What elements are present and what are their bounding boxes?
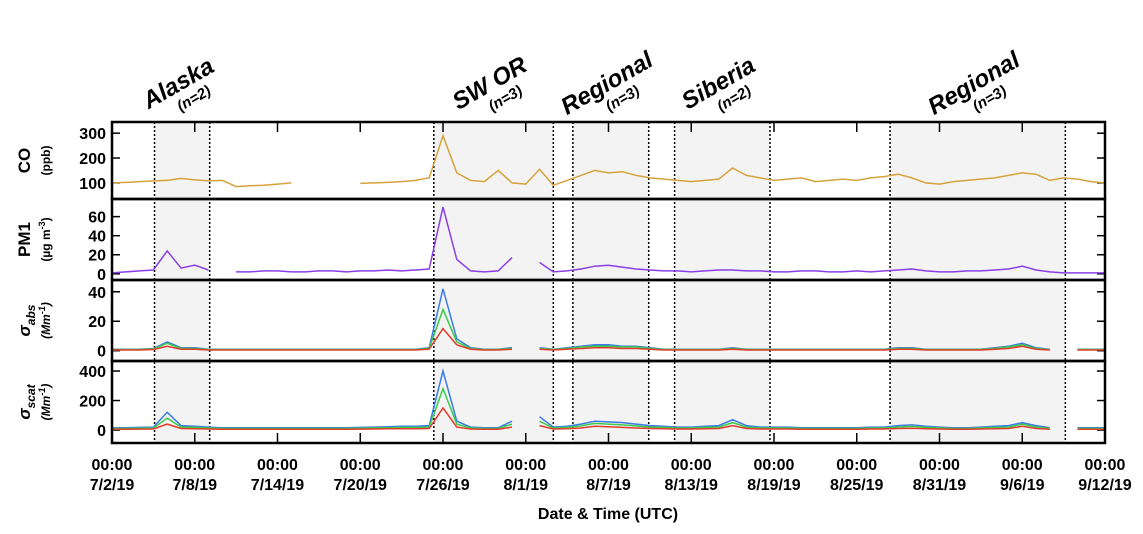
x-tick-label: 00:00 (423, 457, 464, 474)
y-axis-label-sub: scat (24, 383, 38, 408)
x-tick-label: 00:00 (754, 457, 795, 474)
x-tick-label: 00:00 (1002, 457, 1043, 474)
x-tick-label: 00:00 (671, 457, 712, 474)
y-tick-label: 400 (79, 364, 106, 381)
event-label: Alaska(n=2) (137, 52, 218, 115)
x-tick-label: 00:00 (919, 457, 960, 474)
x-tick-label: 00:00 (174, 457, 215, 474)
y-axis-unit-main: (Mm (39, 395, 53, 420)
y-axis-unit: (Mm-1) (37, 384, 53, 421)
event-label: SW OR(n=3) (448, 51, 533, 115)
y-tick-label: 40 (88, 229, 106, 246)
y-tick-label: 200 (79, 394, 106, 411)
x-tick-label: 9/6/19 (1000, 477, 1045, 494)
x-tick-label: 00:00 (92, 457, 133, 474)
x-tick-label: 7/26/19 (416, 477, 469, 494)
x-tick-label: 00:00 (340, 457, 381, 474)
x-tick-label: 8/31/19 (913, 477, 966, 494)
x-tick-label: 7/2/19 (90, 477, 135, 494)
y-axis-unit-sup: -1 (37, 388, 47, 396)
data-line (112, 327, 1105, 351)
x-tick-label: 00:00 (836, 457, 877, 474)
x-axis-title: Date & Time (UTC) (538, 506, 678, 523)
data-line (112, 386, 1105, 430)
y-axis-label: CO (15, 148, 34, 174)
x-tick-label: 8/7/19 (586, 477, 631, 494)
y-axis-unit-main: (ppb) (39, 146, 53, 176)
y-axis-label-main: σ (15, 324, 34, 336)
event-shade (572, 122, 649, 443)
x-tick-label: 00:00 (588, 457, 629, 474)
y-axis-label-main: σ (15, 408, 34, 420)
event-shade (890, 122, 1066, 443)
y-axis-unit-main: (Mm (39, 314, 53, 339)
x-tick-label: 8/1/19 (504, 477, 549, 494)
y-tick-label: 0 (97, 344, 106, 361)
data-line (112, 406, 1105, 431)
y-axis-unit: (ppb) (39, 146, 53, 176)
y-axis-unit: (Mm-1) (37, 302, 53, 339)
x-tick-label: 7/8/19 (173, 477, 218, 494)
y-axis-label: σabs (15, 304, 38, 336)
y-tick-label: 40 (88, 285, 106, 302)
y-tick-label: 100 (79, 176, 106, 193)
event-shade (154, 122, 210, 443)
y-tick-label: 20 (88, 314, 106, 331)
y-tick-label: 60 (88, 210, 106, 227)
y-axis-unit: (µg m-3) (37, 217, 53, 261)
data-line (111, 206, 1105, 274)
x-tick-label: 8/25/19 (830, 477, 883, 494)
y-axis-label: σscat (15, 383, 38, 419)
y-tick-label: 300 (79, 126, 106, 143)
y-tick-label: 0 (97, 267, 106, 284)
x-tick-label: 00:00 (505, 457, 546, 474)
x-tick-label: 00:00 (1085, 457, 1126, 474)
y-axis-unit-end: ) (39, 302, 53, 308)
y-axis-label-main: CO (15, 148, 34, 174)
y-tick-label: 0 (97, 423, 106, 440)
event-shade (674, 122, 770, 443)
x-tick-label: 8/13/19 (665, 477, 718, 494)
x-tick-label: 7/14/19 (251, 477, 304, 494)
y-tick-label: 20 (88, 248, 106, 265)
y-axis-unit-end: ) (39, 384, 53, 390)
y-axis-label-main: PM1 (15, 222, 34, 257)
y-axis-unit-sup: -1 (37, 306, 47, 314)
data-line (111, 133, 1106, 188)
event-label: Siberia(n=2) (677, 52, 760, 115)
y-axis-unit-sup: -3 (37, 221, 47, 229)
x-tick-label: 9/12/19 (1078, 477, 1131, 494)
event-layer (153, 122, 1067, 443)
y-tick-label: 200 (79, 151, 106, 168)
y-axis-label-sub: abs (24, 304, 38, 325)
x-tick-label: 8/19/19 (747, 477, 800, 494)
y-axis-label: PM1 (15, 222, 34, 257)
y-axis-unit-main: (µg m (39, 229, 53, 261)
y-axis-unit-end: ) (39, 217, 53, 221)
event-shade (433, 122, 554, 443)
x-tick-label: 7/20/19 (334, 477, 387, 494)
x-tick-label: 00:00 (257, 457, 298, 474)
